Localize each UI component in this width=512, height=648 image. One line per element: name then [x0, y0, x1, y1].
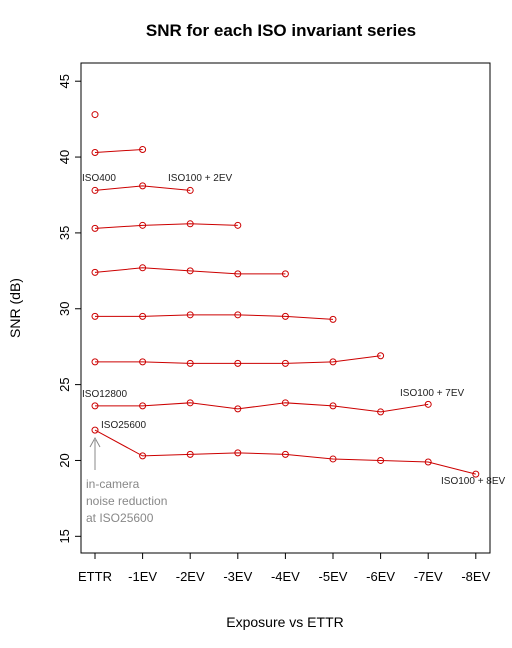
annotation: ISO12800 — [82, 389, 127, 400]
data-point — [377, 352, 385, 360]
data-point — [91, 224, 99, 232]
data-point — [234, 311, 242, 319]
x-tick-label: -5EV — [319, 569, 348, 584]
data-point — [186, 359, 194, 367]
data-point — [91, 268, 99, 276]
data-point — [234, 405, 242, 413]
data-point — [234, 221, 242, 229]
data-point — [139, 221, 147, 229]
data-point — [281, 312, 289, 320]
data-point — [139, 145, 147, 153]
data-point — [281, 399, 289, 407]
data-point — [139, 264, 147, 272]
note-line: noise reduction — [86, 494, 167, 508]
data-point — [139, 358, 147, 366]
y-tick-label: 20 — [57, 453, 72, 467]
x-axis-label: Exposure vs ETTR — [226, 614, 343, 630]
data-point — [91, 402, 99, 410]
x-tick-label: ETTR — [78, 569, 112, 584]
y-tick-label: 15 — [57, 529, 72, 543]
series-line — [95, 355, 381, 364]
y-axis-label: SNR (dB) — [7, 278, 23, 338]
x-tick-label: -4EV — [271, 569, 300, 584]
data-point — [424, 458, 432, 466]
y-tick-label: 25 — [57, 377, 72, 391]
data-point — [234, 270, 242, 278]
series-line — [94, 148, 143, 154]
data-point — [424, 400, 432, 408]
series-line — [95, 314, 334, 320]
data-point — [91, 111, 99, 119]
data-point — [91, 426, 99, 434]
note-line: at ISO25600 — [86, 511, 154, 525]
x-tick-label: -1EV — [128, 569, 157, 584]
data-point — [186, 186, 194, 194]
series-line — [94, 223, 238, 229]
data-point — [281, 270, 289, 278]
data-point — [329, 455, 337, 463]
data-point — [377, 456, 385, 464]
data-point — [329, 358, 337, 366]
note-line: in-camera — [86, 477, 140, 491]
data-point — [186, 267, 194, 275]
data-point — [377, 408, 385, 416]
series-line — [94, 429, 476, 475]
series-line — [94, 185, 191, 191]
data-point — [281, 359, 289, 367]
series-line — [95, 402, 429, 413]
series-line — [94, 267, 286, 275]
x-tick-label: -3EV — [223, 569, 252, 584]
note-arrowhead — [89, 436, 101, 448]
data-point — [234, 449, 242, 457]
data-point — [139, 312, 147, 320]
data-point — [281, 450, 289, 458]
x-tick-label: -2EV — [176, 569, 205, 584]
y-tick-label: 30 — [57, 302, 72, 316]
annotation: ISO25600 — [101, 420, 146, 431]
annotation: ISO400 — [82, 173, 116, 184]
data-point — [91, 186, 99, 194]
y-tick-label: 45 — [57, 74, 72, 88]
data-point — [139, 182, 147, 190]
data-point — [186, 399, 194, 407]
x-tick-label: -8EV — [461, 569, 490, 584]
data-point — [329, 402, 337, 410]
data-point — [186, 220, 194, 228]
data-point — [186, 450, 194, 458]
data-point — [186, 311, 194, 319]
y-tick-label: 40 — [57, 150, 72, 164]
data-point — [91, 149, 99, 157]
x-tick-label: -7EV — [414, 569, 443, 584]
data-point — [234, 359, 242, 367]
data-point — [91, 358, 99, 366]
data-point — [139, 402, 147, 410]
data-point — [139, 452, 147, 460]
x-tick-label: -6EV — [366, 569, 395, 584]
plot-frame — [80, 62, 491, 554]
annotation: ISO100 + 8EV — [441, 476, 506, 487]
data-point — [91, 312, 99, 320]
annotation: ISO100 + 2EV — [168, 173, 233, 184]
data-point — [329, 315, 337, 323]
annotation: ISO100 + 7EV — [400, 388, 465, 399]
y-tick-label: 35 — [57, 226, 72, 240]
data-point — [472, 470, 480, 478]
chart-title: SNR for each ISO invariant series — [146, 21, 416, 40]
